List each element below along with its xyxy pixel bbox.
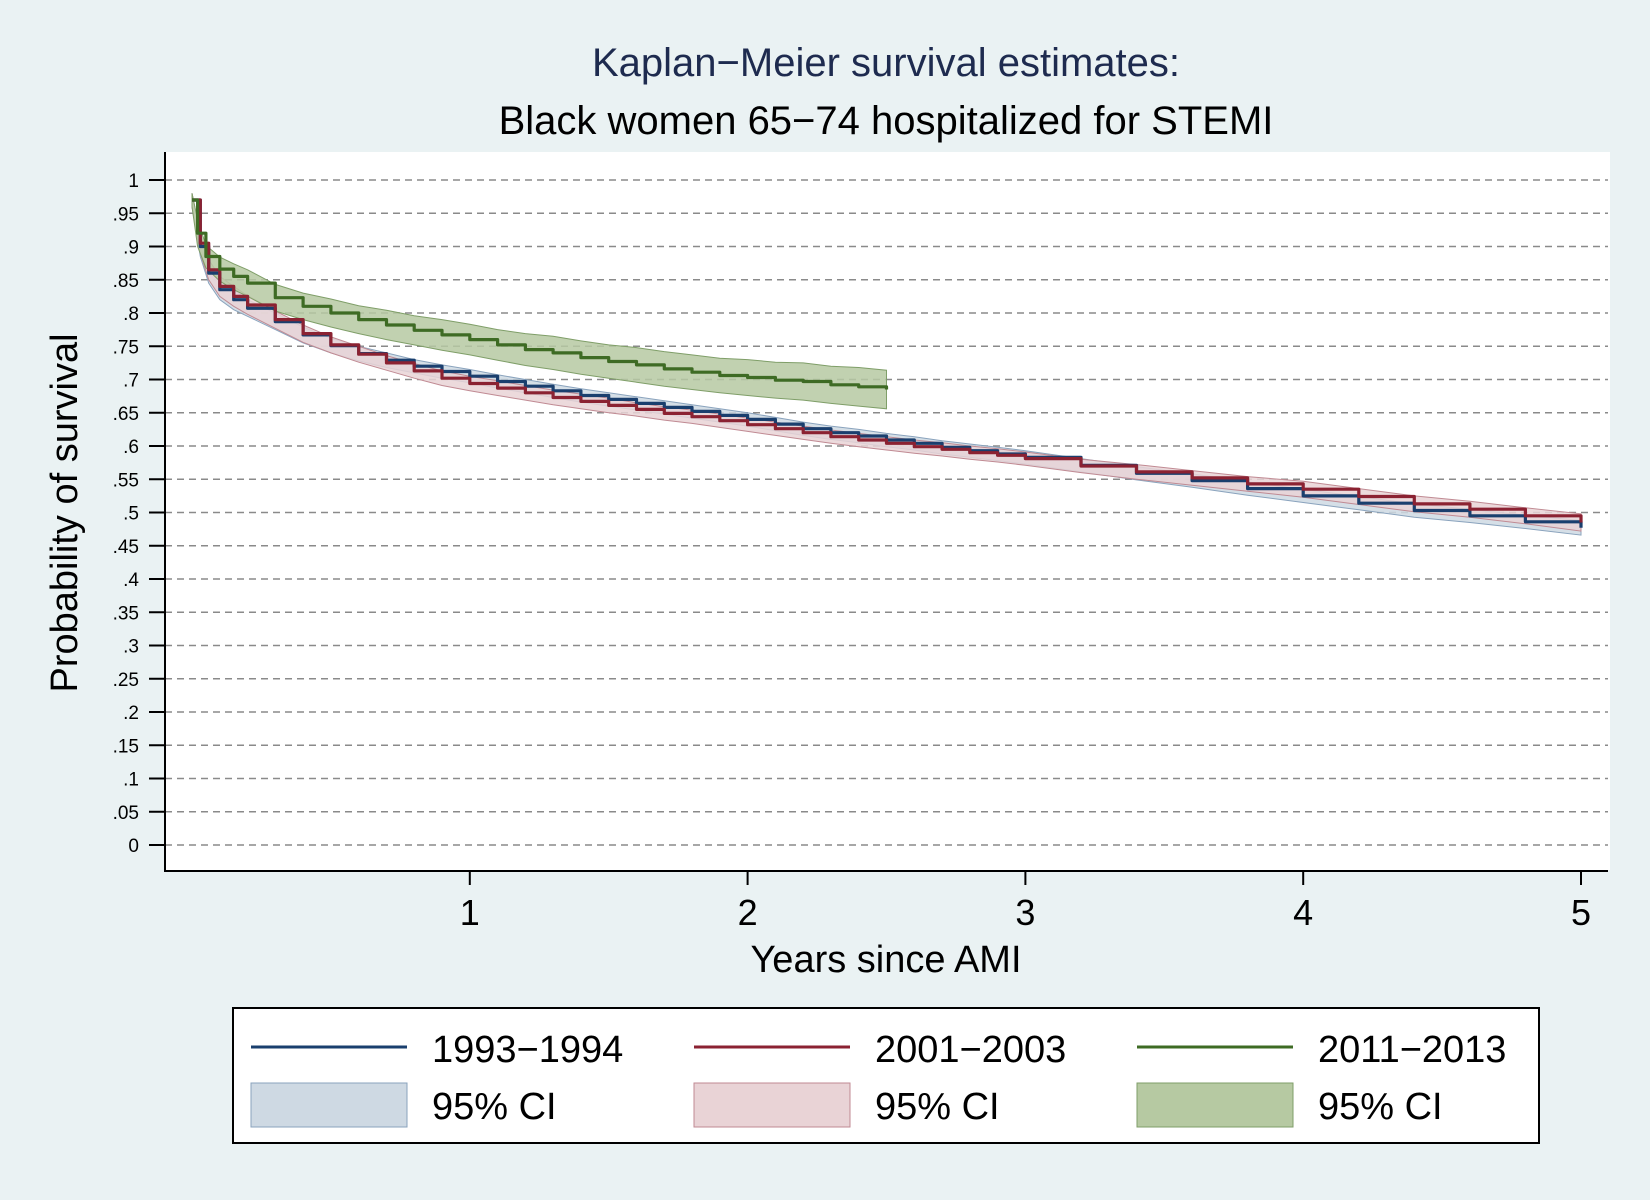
y-axis-ticks: 0 .05 .1 .15 .2 .25 .3 .35 .4 .45 .5 .55 .6 .65 .7 .75.…: [113, 171, 165, 857]
y-tick-label: .9: [123, 238, 139, 259]
x-axis-ticks: 1 2 3 4 5: [460, 871, 1591, 933]
y-tick-label: .95: [113, 204, 139, 225]
ci-band-2001-2003: [191, 193, 1582, 532]
legend: 1993−1994 95% CI 2001−2003 95% CI 2011−2…: [232, 1007, 1540, 1144]
legend-ci-swatch-2011-2013: [1136, 1082, 1294, 1128]
y-tick-label: .55: [113, 470, 139, 491]
legend-ci-label-1993-1994: 95% CI: [432, 1086, 557, 1128]
x-axis-label: Years since AMI: [750, 939, 1021, 981]
x-tick-label: 1: [460, 892, 480, 933]
legend-label-2011-2013: 2011−2013: [1318, 1029, 1506, 1071]
y-tick-label: .5: [123, 504, 139, 525]
x-tick-label: 3: [1015, 892, 1035, 933]
legend-ci-label-2011-2013: 95% CI: [1318, 1086, 1443, 1128]
y-axis-label: Probability of survival: [44, 333, 86, 692]
y-tick-label: .05: [113, 803, 139, 824]
gridlines: [165, 179, 1608, 846]
x-tick-label: 4: [1293, 892, 1313, 933]
legend-ci-swatch-1993-1994: [250, 1082, 408, 1128]
y-tick-label: 1: [128, 171, 139, 192]
y-tick-label: .85: [113, 271, 139, 292]
y-tick-label: .2: [123, 703, 139, 724]
y-tick-label: 0: [128, 836, 139, 857]
legend-label-1993-1994: 1993−1994: [432, 1029, 623, 1071]
x-tick-label: 5: [1571, 892, 1591, 933]
y-tick-label: .25: [113, 670, 139, 691]
chart-subtitle: Black women 65−74 hospitalized for STEMI: [499, 99, 1274, 143]
legend-ci-label-2001-2003: 95% CI: [875, 1086, 1000, 1128]
y-tick-label: .8: [123, 304, 139, 325]
series-line-2011-2013: [192, 198, 889, 390]
y-tick-label: .6: [123, 437, 139, 458]
y-tick-label: .3: [123, 637, 139, 658]
series-line-2001-2003: [192, 198, 1583, 523]
chart-title: Kaplan−Meier survival estimates:: [592, 41, 1180, 85]
legend-label-2001-2003: 2001−2003: [875, 1029, 1066, 1071]
y-tick-label: .65: [113, 404, 139, 425]
y-tick-label: .45: [113, 537, 139, 558]
legend-box: [232, 1007, 1540, 1144]
y-tick-label: .75: [113, 337, 139, 358]
legend-ci-swatch-2001-2003: [693, 1082, 851, 1128]
confidence-bands: [191, 193, 1582, 536]
y-tick-label: .15: [113, 736, 139, 757]
series-lines: [192, 198, 1583, 528]
y-tick-label: .7: [123, 371, 139, 392]
y-tick-label: .1: [123, 770, 139, 791]
x-tick-label: 2: [738, 892, 758, 933]
ci-band-2011-2013: [191, 193, 887, 410]
y-tick-label: .4: [123, 570, 139, 591]
y-tick-label: .35: [113, 603, 139, 624]
